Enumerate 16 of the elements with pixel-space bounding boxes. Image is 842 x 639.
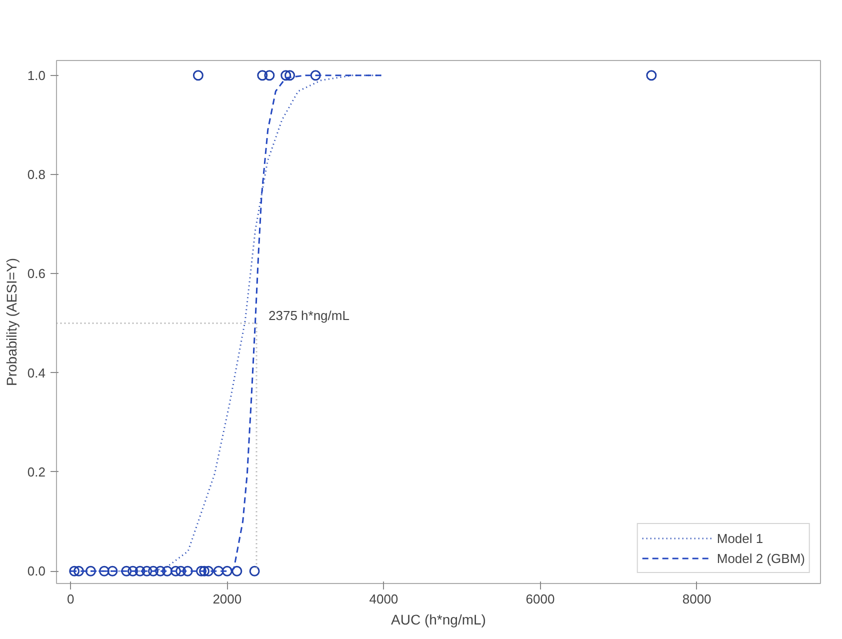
x-tick-label: 8000 [682,592,712,606]
y-tick-label: 0.0 [27,564,46,579]
x-axis-title: AUC (h*ng/mL) [391,612,486,628]
y-tick-label: 0.2 [27,464,46,480]
y-tick-label: 0.6 [27,266,46,282]
text: Model 1 [716,530,764,546]
x-tick-label: 2000 [212,592,242,606]
y-tick-label: 0.8 [27,167,46,182]
annotation: 2375 h*ng/mL [268,308,350,324]
y-axis-title: Probability (AESI=Y) [3,258,20,386]
x-tick-label: 0 [66,592,74,606]
y-tick-label: 0.4 [27,365,46,380]
x-tick-label: 4000 [369,592,398,606]
text: Model 2 (GBM) [716,550,805,566]
x-tick-label: 6000 [526,592,555,606]
y-tick-label: 1.0 [27,68,46,83]
